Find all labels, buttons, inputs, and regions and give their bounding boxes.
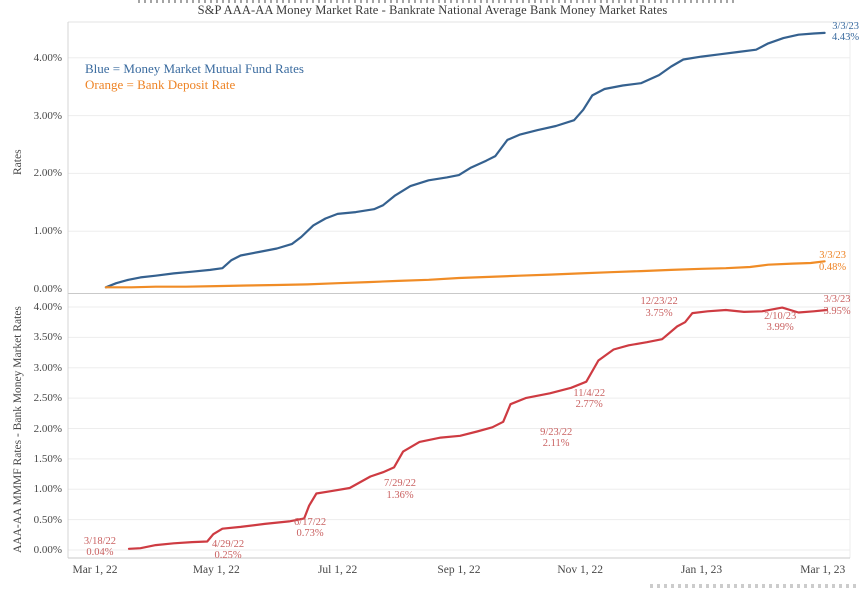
annotation: 11/4/22 2.77% bbox=[573, 388, 605, 411]
annotation-value: 0.48% bbox=[819, 261, 847, 273]
y-tick-label: 1.00% bbox=[33, 483, 62, 496]
annotation-value: 3.95% bbox=[823, 305, 851, 317]
y-tick-label: 3.00% bbox=[33, 109, 62, 122]
legend-item-bank-deposit: Orange = Bank Deposit Rate bbox=[85, 77, 236, 92]
annotation: 2/10/23 3.99% bbox=[764, 311, 796, 334]
annotation: 12/23/22 3.75% bbox=[640, 296, 677, 319]
annotation-value: 2.11% bbox=[542, 438, 570, 450]
annotation-value: 1.36% bbox=[386, 489, 414, 501]
annotation-date: 11/4/22 bbox=[573, 387, 606, 399]
y-tick-label: 2.50% bbox=[33, 392, 62, 405]
x-tick-label: Jul 1, 22 bbox=[317, 564, 358, 576]
y-tick-label: 2.00% bbox=[33, 422, 62, 435]
y-tick-label: 0.00% bbox=[33, 283, 62, 295]
annotation-value: 2.77% bbox=[575, 399, 603, 411]
annotation: 9/23/22 2.11% bbox=[540, 427, 572, 450]
x-tick-label: Nov 1, 22 bbox=[557, 564, 604, 576]
annotation-date: 6/17/22 bbox=[294, 516, 327, 528]
y-tick-label: 4.00% bbox=[33, 51, 62, 64]
annotation-value: 0.04% bbox=[86, 547, 114, 559]
y-tick-label: 2.00% bbox=[33, 167, 62, 180]
annotation-date: 3/18/22 bbox=[83, 535, 116, 547]
annotation: 3/3/23 4.43% bbox=[832, 21, 859, 44]
annotation-date: 12/23/22 bbox=[640, 296, 678, 308]
x-tick-label: May 1, 22 bbox=[192, 564, 240, 576]
annotation-value: 0.25% bbox=[214, 550, 242, 562]
y-tick-label: 3.00% bbox=[33, 361, 62, 374]
y-tick-label: 1.00% bbox=[33, 225, 62, 238]
y-tick-label: 4.00% bbox=[33, 301, 62, 313]
x-tick-label: Mar 1, 23 bbox=[800, 564, 846, 576]
annotation-value: 4.43% bbox=[832, 32, 860, 44]
annotation-date: 9/23/22 bbox=[540, 426, 573, 438]
x-tick-label: Sep 1, 22 bbox=[437, 564, 481, 576]
series-line-bank-deposit-rate[interactable] bbox=[104, 260, 826, 289]
annotation-date: 3/3/23 bbox=[823, 294, 851, 306]
annotation: 7/29/22 1.36% bbox=[384, 478, 416, 501]
annotation: 4/29/22 0.25% bbox=[212, 539, 244, 562]
legend-item-mmmf: Blue = Money Market Mutual Fund Rates bbox=[85, 61, 304, 76]
series-line-aaa-aa-mmmf-rates-bank-money-market-rates[interactable] bbox=[127, 306, 829, 550]
annotation: 3/18/22 0.04% bbox=[84, 536, 116, 559]
annotation-date: 4/29/22 bbox=[212, 538, 245, 550]
annotation-date: 3/3/23 bbox=[832, 20, 860, 32]
annotation-value: 3.99% bbox=[766, 322, 794, 334]
chart-subtitle: S&P AAA-AA Money Market Rate - Bankrate … bbox=[197, 3, 668, 17]
y-tick-label: 0.50% bbox=[33, 513, 62, 526]
annotation-date: 3/3/23 bbox=[819, 250, 847, 262]
annotation: 3/3/23 3.95% bbox=[823, 294, 850, 317]
annotation: 3/3/23 0.48% bbox=[819, 250, 846, 273]
x-tick-label: Jan 1, 23 bbox=[680, 564, 723, 576]
y-tick-label: 0.00% bbox=[33, 544, 62, 556]
annotation-value: 3.75% bbox=[645, 307, 673, 319]
y-tick-label: 1.50% bbox=[33, 452, 62, 465]
x-tick-label: Mar 1, 22 bbox=[72, 564, 118, 576]
annotation: 6/17/22 0.73% bbox=[294, 517, 326, 540]
series-line-money-market-mutual-fund-rates[interactable] bbox=[104, 31, 826, 289]
y-tick-label: 3.50% bbox=[33, 331, 62, 344]
annotation-date: 2/10/23 bbox=[764, 310, 797, 322]
annotation-value: 0.73% bbox=[296, 528, 324, 540]
annotation-date: 7/29/22 bbox=[383, 478, 417, 490]
